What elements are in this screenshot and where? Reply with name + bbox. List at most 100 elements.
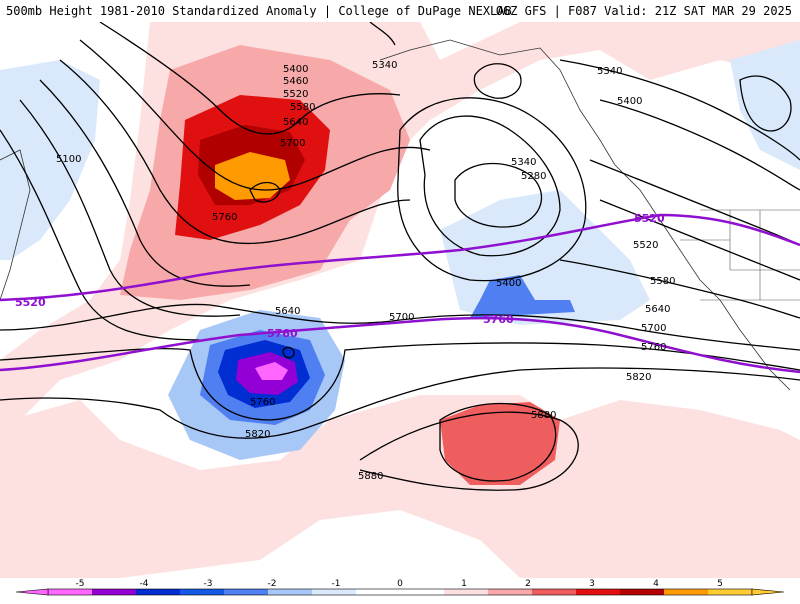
highlight-label: 5760 bbox=[267, 327, 298, 340]
anomaly-shading-positive bbox=[0, 22, 800, 578]
contour-line bbox=[559, 59, 800, 161]
contour-line bbox=[99, 22, 401, 135]
map-canvas: 5340 5400 5460 5520 5580 5640 5700 5760 … bbox=[0, 22, 800, 578]
colorbar-tick: 2 bbox=[525, 579, 531, 589]
contour-line bbox=[439, 402, 557, 482]
height-contours bbox=[0, 22, 800, 491]
contour-label: 5760 bbox=[641, 342, 666, 353]
contour-line bbox=[589, 159, 800, 246]
contour-line bbox=[0, 342, 800, 421]
contour-line bbox=[454, 162, 543, 228]
colorbar-swatch bbox=[312, 589, 357, 595]
contour-label: 5340 bbox=[597, 66, 622, 77]
colorbar-swatch bbox=[488, 589, 533, 595]
contour-label: 5280 bbox=[521, 171, 546, 182]
contour-label: 5760 bbox=[212, 212, 237, 223]
anomaly-fill-plus1-south bbox=[0, 395, 800, 578]
colorbar-tick: 3 bbox=[589, 579, 595, 589]
contour-line bbox=[419, 115, 561, 257]
colorbar-tick: 0 bbox=[397, 579, 403, 589]
model-run-info: 06Z GFS | F087 Valid: 21Z SAT MAR 29 202… bbox=[495, 4, 792, 18]
highlight-labels: 5520 5760 5520 5760 bbox=[15, 212, 665, 340]
colorbar-swatch bbox=[664, 589, 709, 595]
highlight-contour-5760 bbox=[0, 316, 800, 374]
highlight-contours bbox=[0, 213, 800, 374]
colorbar-tick: -2 bbox=[268, 579, 277, 589]
contour-line bbox=[0, 129, 201, 341]
anomaly-fill-plus2-south bbox=[440, 402, 560, 485]
colorbar-swatch bbox=[268, 589, 313, 595]
colorbar-tick: 4 bbox=[653, 579, 659, 589]
contour-label: 5400 bbox=[496, 278, 521, 289]
colorbar-swatch bbox=[620, 589, 665, 595]
anomaly-fill-minus2-east bbox=[470, 275, 575, 318]
contour-line bbox=[359, 411, 579, 491]
colorbar-tick: -1 bbox=[332, 579, 341, 589]
contour-label: 5880 bbox=[531, 410, 556, 421]
colorbar-swatch bbox=[136, 589, 181, 595]
weather-map: 5340 5400 5460 5520 5580 5640 5700 5760 … bbox=[0, 22, 800, 578]
contour-line bbox=[0, 367, 800, 439]
colorbar-arrow-left-icon bbox=[15, 588, 49, 596]
contour-label: 5520 bbox=[633, 240, 658, 251]
contour-label: 5400 bbox=[283, 64, 308, 75]
contour-label: 5760 bbox=[250, 397, 275, 408]
colorbar-swatch bbox=[444, 589, 489, 595]
contour-label: 5460 bbox=[283, 76, 308, 87]
contour-label: 5640 bbox=[275, 306, 300, 317]
colorbar-arrow-right-icon bbox=[751, 588, 785, 596]
anomaly-shading-negative bbox=[0, 40, 800, 460]
colorbar-swatch bbox=[224, 589, 269, 595]
colorbar-swatch bbox=[48, 589, 93, 595]
highlight-label: 5520 bbox=[634, 212, 665, 225]
contour-line bbox=[559, 259, 800, 319]
colorbar-canvas: -5 -4 -3 -2 -1 0 1 2 3 4 5 bbox=[15, 579, 785, 596]
contour-label: 5820 bbox=[626, 372, 651, 383]
contour-line bbox=[397, 97, 587, 282]
contour-line bbox=[0, 303, 800, 351]
highlight-label: 5520 bbox=[15, 296, 46, 309]
contour-line bbox=[79, 39, 431, 191]
colorbar-swatch bbox=[576, 589, 621, 595]
colorbar-swatch bbox=[356, 589, 401, 595]
contour-label: 5700 bbox=[389, 312, 414, 323]
contour-label: 5820 bbox=[245, 429, 270, 440]
contour-line bbox=[599, 99, 800, 191]
contour-label: 5100 bbox=[56, 154, 81, 165]
map-title: 500mb Height 1981-2010 Standardized Anom… bbox=[6, 4, 512, 18]
anomaly-fill-plus1 bbox=[0, 22, 800, 440]
contour-label: 5340 bbox=[372, 60, 397, 71]
contour-line bbox=[599, 199, 800, 281]
colorbar-swatch bbox=[400, 589, 445, 595]
contour-line bbox=[282, 346, 295, 359]
contour-label: 5640 bbox=[283, 117, 308, 128]
colorbar-tick-labels: -5 -4 -3 -2 -1 0 1 2 3 4 5 bbox=[76, 579, 723, 589]
contour-label: 5700 bbox=[641, 323, 666, 334]
contour-label: 5580 bbox=[650, 276, 675, 287]
contour-labels: 5340 5400 5460 5520 5580 5640 5700 5760 … bbox=[56, 60, 675, 482]
colorbar-swatch bbox=[532, 589, 577, 595]
contour-label: 5340 bbox=[511, 157, 536, 168]
state-borders bbox=[680, 209, 800, 301]
colorbar-tick: -4 bbox=[140, 579, 149, 589]
contour-line bbox=[739, 75, 792, 132]
contour-line bbox=[369, 22, 396, 46]
map-header: 500mb Height 1981-2010 Standardized Anom… bbox=[0, 0, 800, 22]
colorbar-swatch bbox=[92, 589, 137, 595]
highlight-contour-5520 bbox=[0, 213, 800, 302]
contour-label: 5580 bbox=[290, 102, 315, 113]
colorbar-tick: 5 bbox=[717, 579, 723, 589]
contour-label: 5640 bbox=[645, 304, 670, 315]
contour-label: 5880 bbox=[358, 471, 383, 482]
anomaly-fill-minus1-ne bbox=[730, 40, 800, 170]
colorbar-swatch bbox=[708, 589, 753, 595]
contour-label: 5700 bbox=[280, 138, 305, 149]
contour-label: 5400 bbox=[617, 96, 642, 107]
colorbar-swatch bbox=[180, 589, 225, 595]
colorbar: -5 -4 -3 -2 -1 0 1 2 3 4 5 bbox=[0, 578, 800, 600]
contour-label: 5520 bbox=[283, 89, 308, 100]
colorbar-tick: -3 bbox=[204, 579, 213, 589]
contour-line bbox=[19, 99, 241, 317]
colorbar-tick: -5 bbox=[76, 579, 85, 589]
coastline-alaska bbox=[379, 39, 616, 166]
